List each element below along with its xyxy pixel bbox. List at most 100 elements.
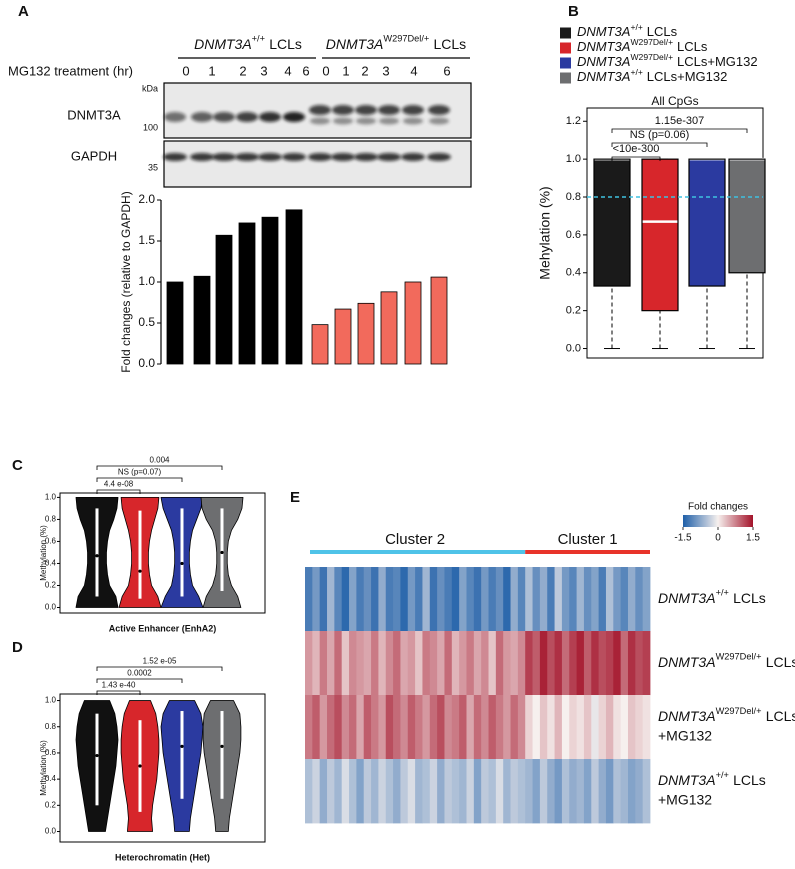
bar (334, 308, 352, 365)
blot-band (213, 112, 235, 122)
heatmap-cell (532, 695, 541, 760)
heatmap-cell (341, 567, 350, 632)
blot-band (402, 105, 424, 115)
heatmap-cell (429, 695, 438, 760)
heatmap-cell (334, 759, 343, 824)
legend-swatch (560, 42, 571, 54)
heatmap-cell (444, 567, 453, 632)
label-rest: LCLs (766, 708, 795, 724)
comparison-label: <10e-300 (613, 143, 660, 155)
heatmap-cell (385, 631, 394, 696)
y-tick-label: 0.0 (566, 342, 581, 354)
heatmap-cell (305, 759, 313, 824)
heatmap-cell (415, 631, 423, 696)
heatmap-cell (437, 631, 445, 696)
marker-label: 100 (143, 122, 158, 132)
violin-median (138, 569, 142, 573)
y-tick-label: 0.0 (138, 356, 155, 370)
heatmap-cell (429, 759, 438, 824)
row-label: DNMT3A+/+ LCLs (658, 770, 766, 788)
heatmap-cell (327, 567, 335, 632)
y-tick-label: 1.0 (45, 493, 57, 502)
y-axis-label: Methylation (%) (39, 525, 48, 581)
heatmap-cell (451, 631, 460, 696)
heatmap-cell (510, 695, 519, 760)
y-tick-label: 0.2 (566, 305, 581, 317)
y-tick-label: 0.8 (45, 722, 57, 731)
comparison-label: NS (p=0.06) (630, 129, 690, 141)
heatmap-cell (385, 759, 394, 824)
chart-title: Heterochromatin (Het) (115, 852, 210, 862)
heatmap-cell (605, 695, 614, 760)
blot-band (403, 117, 423, 125)
lane-label: 0 (322, 63, 329, 78)
heatmap-cell (319, 759, 328, 824)
blot-band (333, 117, 353, 125)
heatmap-cell (473, 567, 482, 632)
label-rest: LCLs (434, 36, 467, 52)
heatmap-cell (635, 567, 644, 632)
violin-box (95, 508, 99, 597)
heatmap-cell (554, 567, 563, 632)
heatmap-cell (627, 631, 636, 696)
heatmap-cell (334, 631, 343, 696)
heatmap-cell (444, 759, 453, 824)
heatmap-cell (363, 631, 372, 696)
heatmap-cell (400, 695, 409, 760)
box-fill (729, 159, 765, 273)
violin-box (95, 713, 99, 806)
legend-label: DNMT3A+/+ LCLs (577, 22, 678, 39)
heatmap-cell (510, 567, 519, 632)
violin-median (180, 561, 184, 566)
heatmap-cell (444, 631, 453, 696)
bar (285, 209, 303, 365)
row-label-line2: +MG132 (658, 728, 712, 744)
heatmap-cell (576, 567, 585, 632)
lane-label: 4 (410, 63, 417, 78)
comparison-bracket (611, 156, 661, 161)
heatmap-cell (378, 695, 387, 760)
heatmap-cell (466, 695, 475, 760)
heatmap-cell (378, 759, 387, 824)
heatmap-cell (451, 567, 460, 632)
heatmap-cell (554, 631, 563, 696)
heatmap-cell (532, 567, 541, 632)
colorbar-tick-label: -1.5 (674, 533, 692, 544)
heatmap-cell (495, 631, 504, 696)
blot-band (427, 153, 451, 161)
blot-band (163, 153, 187, 161)
heatmap-cell (349, 631, 357, 696)
box-fill (594, 159, 630, 287)
heatmap-cell (393, 631, 401, 696)
blot-band (212, 153, 236, 161)
box-fill (642, 159, 678, 311)
superscript: +/+ (630, 67, 642, 77)
legend-swatch (560, 57, 571, 69)
label-rest: LCLs+MG132 (677, 54, 758, 69)
heatmap-cell (363, 567, 372, 632)
y-tick-label: 1.0 (45, 696, 57, 705)
label-rest: LCLs (269, 36, 302, 52)
y-tick-label: 1.5 (138, 233, 155, 247)
comparison-label: NS (p=0.07) (118, 468, 162, 477)
heatmap-cell (312, 567, 321, 632)
blot-band (332, 105, 354, 115)
heatmap-cell (312, 759, 321, 824)
heatmap-cell (525, 631, 533, 696)
heatmap-cell (371, 567, 379, 632)
y-tick-label: 0.4 (45, 559, 57, 568)
comparison-bracket (96, 489, 141, 494)
heatmap-cell (488, 567, 497, 632)
heatmap-cell (378, 631, 387, 696)
heatmap-cell (613, 631, 622, 696)
gene-name: DNMT3A (577, 24, 630, 39)
heatmap-cell (415, 567, 423, 632)
heatmap-cell (583, 567, 592, 632)
marker-label: 35 (148, 162, 158, 172)
heatmap-cell (385, 567, 394, 632)
violin-median (95, 753, 99, 758)
heatmap-cell (356, 695, 365, 760)
blot-band (164, 112, 186, 122)
heatmap-cell (429, 631, 438, 696)
